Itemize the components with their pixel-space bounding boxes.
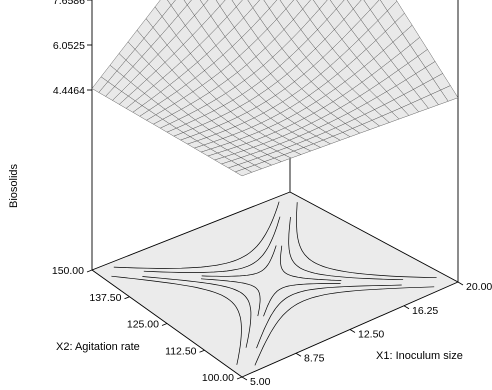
contour-line: [256, 284, 402, 349]
z-tick-label: 7.6586: [53, 0, 85, 7]
contour-line: [111, 275, 242, 365]
x-tick-label: 5.00: [250, 376, 271, 388]
x-tick-mark: [241, 376, 248, 381]
x-tick-mark: [457, 281, 464, 286]
contour-line: [200, 278, 261, 317]
floor-contours: [111, 201, 437, 366]
contour-line: [201, 245, 277, 277]
surface-cell: [215, 0, 226, 7]
surface-cell: [234, 168, 253, 177]
contour-line: [296, 202, 437, 279]
y-tick-mark: [236, 376, 243, 380]
y-tick-label: 112.50: [165, 345, 196, 357]
x-tick-label: 16.25: [412, 305, 438, 317]
contour-line: [254, 286, 435, 366]
x-tick-label: 8.75: [304, 352, 325, 364]
surface-cell: [199, 0, 209, 6]
y-axis-title: X2: Agitation rate: [56, 341, 140, 353]
y-tick-label: 100.00: [202, 372, 234, 384]
x-tick-label: 20.00: [466, 281, 492, 293]
z-tick-label: 6.0525: [53, 40, 85, 52]
x-tick-mark: [295, 352, 302, 357]
y-tick-mark: [161, 323, 168, 326]
contour-line: [143, 216, 281, 273]
contour-line: [280, 245, 342, 281]
box-edge: [289, 191, 459, 283]
x-tick-mark: [349, 329, 356, 333]
box-edge: [91, 191, 291, 271]
z-axis-title: Biosolids: [8, 163, 20, 208]
contour-line: [113, 201, 280, 269]
y-tick-mark: [199, 349, 205, 353]
y-tick-label: 137.50: [89, 292, 121, 304]
response-surface: [91, 0, 459, 177]
y-tick-mark: [124, 296, 130, 300]
x-axis-title: X1: Inoculum size: [376, 350, 463, 362]
y-tick-mark: [86, 269, 93, 273]
x-tick-mark: [403, 305, 410, 310]
floor-plane: [92, 192, 458, 377]
contour-line: [142, 276, 252, 348]
x-tick-label: 12.50: [358, 329, 384, 341]
y-tick-label: 125.00: [127, 319, 159, 331]
contour-line: [263, 283, 341, 317]
surface-cell: [183, 0, 192, 6]
y-tick-label: 150.00: [52, 265, 84, 277]
surface-cell: [167, 0, 176, 6]
contour-line: [288, 216, 404, 281]
z-tick-label: 4.4464: [53, 85, 85, 97]
